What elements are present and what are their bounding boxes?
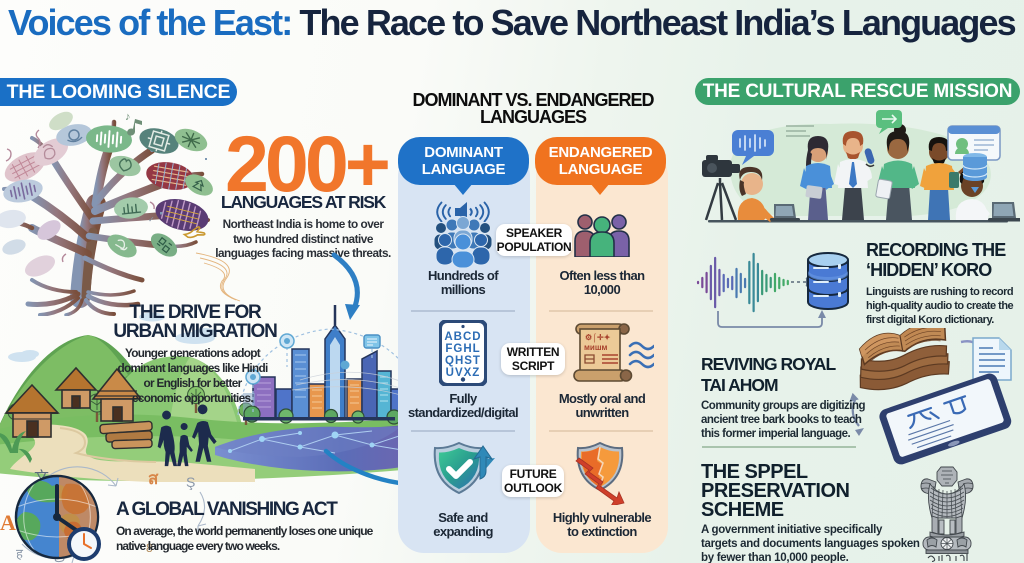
svg-text:ส: ส bbox=[148, 469, 159, 488]
svg-text:FGHL: FGHL bbox=[445, 343, 480, 355]
svg-text:✓: ✓ bbox=[148, 215, 155, 224]
svg-text:QHST: QHST bbox=[445, 355, 481, 367]
svg-text:♪: ♪ bbox=[125, 111, 131, 123]
svg-text:UVXZ: UVXZ bbox=[446, 367, 481, 379]
svg-text:8: 8 bbox=[146, 541, 153, 555]
svg-text:ह: ह bbox=[16, 546, 24, 561]
svg-text:мишм: мишм bbox=[584, 343, 608, 352]
svg-text:Ş: Ş bbox=[186, 474, 195, 490]
svg-text:ABCD: ABCD bbox=[444, 331, 481, 343]
svg-text:⚙⌠✛✦: ⚙⌠✛✦ bbox=[585, 333, 611, 343]
svg-text:A: A bbox=[0, 510, 16, 535]
